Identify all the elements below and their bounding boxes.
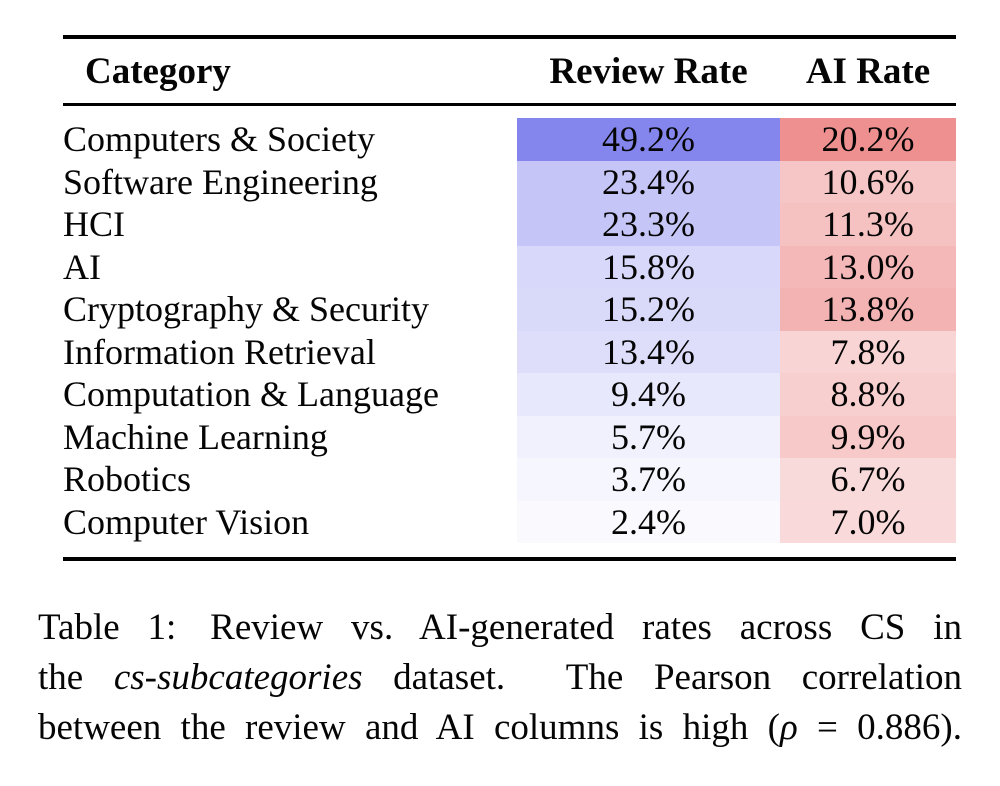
review-rate-cell: 13.4% bbox=[517, 330, 780, 373]
ai-rate-cell: 8.8% bbox=[780, 373, 956, 416]
ai-rate-cell: 10.6% bbox=[780, 160, 956, 203]
caption-dataset-name: cs-subcategories bbox=[113, 657, 363, 698]
caption-text-3b: = 0.886). bbox=[797, 707, 962, 748]
table-caption: Table 1: Review vs. AI-generated rates a… bbox=[38, 603, 962, 753]
review-rate-cell: 15.8% bbox=[517, 245, 780, 288]
caption-label: Table 1: bbox=[38, 607, 177, 648]
table-body: Computers & Society 49.2% 20.2% Software… bbox=[63, 118, 956, 543]
footer-gap bbox=[63, 543, 956, 559]
col-header-ai-rate: AI Rate bbox=[805, 50, 931, 92]
category-cell: HCI bbox=[63, 204, 125, 244]
table-row: Computation & Language 9.4% 8.8% bbox=[63, 373, 956, 416]
caption-line-2: the cs-subcategories dataset. The Pearso… bbox=[38, 653, 962, 703]
table-row: AI 15.8% 13.0% bbox=[63, 245, 956, 288]
ai-rate-cell: 7.0% bbox=[780, 500, 956, 543]
caption-text-3a: between the review and AI columns is hig… bbox=[38, 707, 780, 748]
review-rate-cell: 9.4% bbox=[517, 373, 780, 416]
caption-text-1: Review vs. AI-generated rates across CS … bbox=[182, 607, 962, 648]
review-rate-cell: 2.4% bbox=[517, 500, 780, 543]
ai-rate-cell: 13.8% bbox=[780, 288, 956, 331]
review-rate-cell: 3.7% bbox=[517, 458, 780, 501]
category-cell: Cryptography & Security bbox=[63, 289, 429, 329]
category-cell: Computer Vision bbox=[63, 501, 310, 542]
header-gap bbox=[63, 105, 956, 119]
caption-line-1: Table 1: Review vs. AI-generated rates a… bbox=[38, 603, 962, 653]
caption-rho-symbol: ρ bbox=[779, 707, 798, 748]
data-table: Category Review Rate AI Rate Computers &… bbox=[63, 35, 956, 561]
category-cell: Information Retrieval bbox=[63, 331, 376, 372]
review-rate-cell: 23.4% bbox=[517, 160, 780, 203]
ai-rate-cell: 7.8% bbox=[780, 330, 956, 373]
caption-text-2b: dataset. The Pearson correlation bbox=[362, 657, 962, 698]
table-row: HCI 23.3% 11.3% bbox=[63, 203, 956, 246]
category-cell: Machine Learning bbox=[63, 416, 328, 457]
table-row: Software Engineering 23.4% 10.6% bbox=[63, 160, 956, 203]
table-row: Information Retrieval 13.4% 7.8% bbox=[63, 330, 956, 373]
table-row: Computer Vision 2.4% 7.0% bbox=[63, 500, 956, 543]
review-rate-cell: 23.3% bbox=[517, 203, 780, 246]
caption-text-2a: the bbox=[38, 657, 114, 698]
ai-rate-cell: 11.3% bbox=[780, 203, 956, 246]
category-cell: Robotics bbox=[63, 459, 192, 499]
category-cell: Software Engineering bbox=[63, 161, 378, 202]
ai-rate-cell: 9.9% bbox=[780, 415, 956, 458]
category-cell: AI bbox=[63, 246, 101, 287]
table-row: Machine Learning 5.7% 9.9% bbox=[63, 415, 956, 458]
review-rate-cell: 49.2% bbox=[517, 118, 780, 161]
review-rate-cell: 15.2% bbox=[517, 288, 780, 331]
table-row: Cryptography & Security 15.2% 13.8% bbox=[63, 288, 956, 331]
header-row: Category Review Rate AI Rate bbox=[63, 37, 956, 105]
ai-rate-cell: 6.7% bbox=[780, 458, 956, 501]
category-cell: Computers & Society bbox=[63, 119, 375, 159]
caption-line-3: between the review and AI columns is hig… bbox=[38, 703, 962, 753]
review-rate-cell: 5.7% bbox=[517, 415, 780, 458]
category-cell: Computation & Language bbox=[63, 374, 439, 414]
table-row: Robotics 3.7% 6.7% bbox=[63, 458, 956, 501]
table-row: Computers & Society 49.2% 20.2% bbox=[63, 118, 956, 161]
col-header-category: Category bbox=[85, 50, 231, 92]
ai-rate-cell: 20.2% bbox=[780, 118, 956, 161]
ai-rate-cell: 13.0% bbox=[780, 245, 956, 288]
col-header-review-rate: Review Rate bbox=[549, 50, 748, 92]
